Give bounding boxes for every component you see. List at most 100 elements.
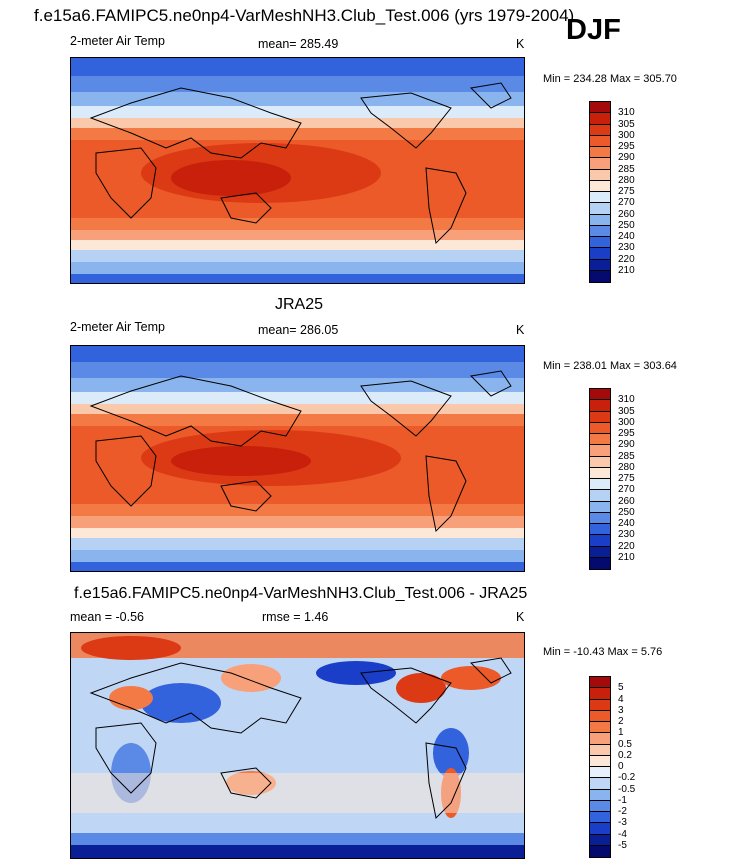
colorbar-tick-label: 275	[618, 473, 635, 484]
colorbar-swatch	[590, 124, 610, 136]
colorbar-tick-label: 260	[618, 495, 635, 507]
colorbar-swatch	[590, 733, 610, 745]
colorbar-swatch	[590, 744, 610, 756]
colorbar-swatch	[590, 546, 610, 558]
colorbar-swatch	[590, 755, 610, 767]
colorbar-tick-label: 300	[618, 129, 635, 141]
colorbar-tick-label: 220	[618, 253, 635, 265]
colorbar-swatch	[590, 434, 610, 446]
panel3-rmse-label: rmse = 1.46	[262, 610, 329, 624]
colorbar-swatch	[590, 812, 610, 824]
colorbar-swatch	[590, 456, 610, 468]
colorbar-swatch	[590, 225, 610, 237]
colorbar-tick-label: -3	[618, 817, 627, 829]
colorbar-tick-label: 300	[618, 416, 635, 428]
colorbar-swatch	[590, 512, 610, 524]
colorbar-swatch	[590, 688, 610, 700]
colorbar-swatch	[590, 479, 610, 491]
panel3-title: f.e15a6.FAMIPC5.ne0np4-VarMeshNH3.Club_T…	[74, 585, 528, 602]
panel1-colorbar	[589, 101, 611, 283]
colorbar-swatch	[590, 710, 610, 722]
panel2-map	[70, 345, 525, 572]
colorbar-tick-label: 280	[618, 174, 635, 186]
colorbar-swatch	[590, 158, 610, 170]
colorbar-swatch	[590, 411, 610, 423]
panel3-map-svg	[71, 633, 524, 858]
colorbar-swatch	[590, 823, 610, 835]
colorbar-tick-label: 270	[618, 484, 635, 496]
colorbar-swatch	[590, 535, 610, 547]
panel3-mean-label: mean = -0.56	[70, 610, 145, 624]
colorbar-swatch	[590, 524, 610, 536]
colorbar-tick-label: 280	[618, 461, 635, 473]
colorbar-swatch	[590, 557, 610, 569]
colorbar-tick-label: 250	[618, 506, 635, 518]
colorbar-tick-label: 260	[618, 208, 635, 220]
colorbar-tick-label: 0.5	[618, 738, 632, 750]
colorbar-swatch	[590, 270, 610, 282]
colorbar-tick-label: 295	[618, 428, 635, 439]
colorbar-tick-label: -5	[618, 839, 627, 851]
colorbar-tick-label: 4	[618, 693, 624, 705]
colorbar-swatch	[590, 259, 610, 271]
colorbar-tick-label: 250	[618, 219, 635, 231]
colorbar-tick-label: 1	[618, 727, 624, 739]
colorbar-swatch	[590, 237, 610, 249]
colorbar-swatch	[590, 113, 610, 125]
panel2-mean-label: mean= 286.05	[258, 323, 339, 337]
panel2-variable-label: 2-meter Air Temp	[70, 320, 165, 334]
colorbar-swatch	[590, 248, 610, 260]
colorbar-swatch	[590, 467, 610, 479]
colorbar-swatch	[590, 400, 610, 412]
colorbar-tick-label: 295	[618, 141, 635, 152]
colorbar-tick-label: 305	[618, 118, 635, 130]
colorbar-tick-label: -0.5	[618, 783, 636, 795]
colorbar-tick-label: 220	[618, 540, 635, 552]
colorbar-tick-label: 210	[618, 264, 635, 276]
colorbar-swatch	[590, 800, 610, 812]
colorbar-tick-label: 310	[618, 394, 635, 406]
panel2-colorbar	[589, 388, 611, 570]
colorbar-tick-label: 0	[618, 761, 624, 772]
colorbar-swatch	[590, 845, 610, 857]
colorbar-swatch	[590, 767, 610, 779]
colorbar-swatch	[590, 192, 610, 204]
panel2-minmax: Min = 238.01 Max = 303.64	[543, 360, 677, 372]
colorbar-swatch	[590, 214, 610, 226]
panel2-title: JRA25	[275, 296, 324, 313]
season-label: DJF	[566, 14, 621, 46]
colorbar-swatch	[590, 789, 610, 801]
colorbar-tick-label: 285	[618, 163, 635, 175]
colorbar-tick-label: -2	[618, 806, 627, 817]
colorbar-tick-label: 230	[618, 242, 635, 254]
panel3-colorbar	[589, 676, 611, 858]
panel1-variable-label: 2-meter Air Temp	[70, 34, 165, 48]
colorbar-tick-label: 240	[618, 231, 635, 242]
panel1-minmax: Min = 234.28 Max = 305.70	[543, 73, 677, 85]
colorbar-swatch	[590, 147, 610, 159]
colorbar-swatch	[590, 169, 610, 181]
colorbar-tick-label: 240	[618, 518, 635, 529]
colorbar-tick-label: 285	[618, 450, 635, 462]
colorbar-tick-label: 210	[618, 551, 635, 563]
panel1-map	[70, 57, 525, 284]
colorbar-tick-label: 270	[618, 197, 635, 209]
colorbar-swatch	[590, 422, 610, 434]
colorbar-tick-label: -4	[618, 828, 627, 840]
colorbar-tick-label: 0.2	[618, 749, 632, 761]
colorbar-swatch	[590, 501, 610, 513]
colorbar-tick-label: 305	[618, 405, 635, 417]
panel1-mean-label: mean= 285.49	[258, 37, 339, 51]
colorbar-swatch	[590, 203, 610, 215]
colorbar-tick-label: 290	[618, 439, 635, 451]
panel2-units-label: K	[516, 323, 525, 337]
colorbar-tick-label: 5	[618, 682, 624, 694]
panel1-units-label: K	[516, 37, 525, 51]
panel3-map	[70, 632, 525, 859]
colorbar-tick-label: 3	[618, 704, 624, 716]
colorbar-tick-label: -0.2	[618, 772, 636, 784]
colorbar-tick-label: 275	[618, 186, 635, 197]
colorbar-tick-label: 230	[618, 529, 635, 541]
colorbar-swatch	[590, 135, 610, 147]
colorbar-swatch	[590, 699, 610, 711]
